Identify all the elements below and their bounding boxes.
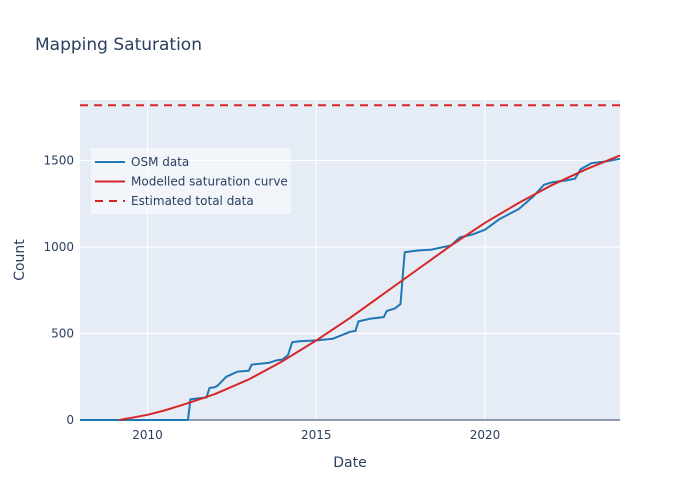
y-tick-label: 1500 [43,154,74,168]
x-tick-label: 2015 [301,428,332,442]
series-lines [80,104,621,421]
legend-items: OSM data Modelled saturation curve Estimat… [95,155,288,208]
legend-label: OSM data [131,155,189,169]
legend-label: Modelled saturation curve [131,175,288,189]
y-tick-label: 1000 [43,240,74,254]
chart-title: Mapping Saturation [35,35,202,55]
axis-ticks: 0 500 1000 1500 2010 2015 2020 [43,154,500,442]
y-tick-label: 500 [51,327,74,341]
series-line [80,157,621,421]
series-line [119,154,621,421]
y-tick-label: 0 [66,413,74,427]
x-tick-label: 2010 [132,428,163,442]
x-tick-label: 2020 [470,428,501,442]
legend[interactable]: OSM data Modelled saturation curve Estimat… [91,148,291,214]
legend-label: Estimated total data [131,194,254,208]
x-axis-title: Date [333,455,366,471]
y-axis-title: Count [12,239,28,281]
